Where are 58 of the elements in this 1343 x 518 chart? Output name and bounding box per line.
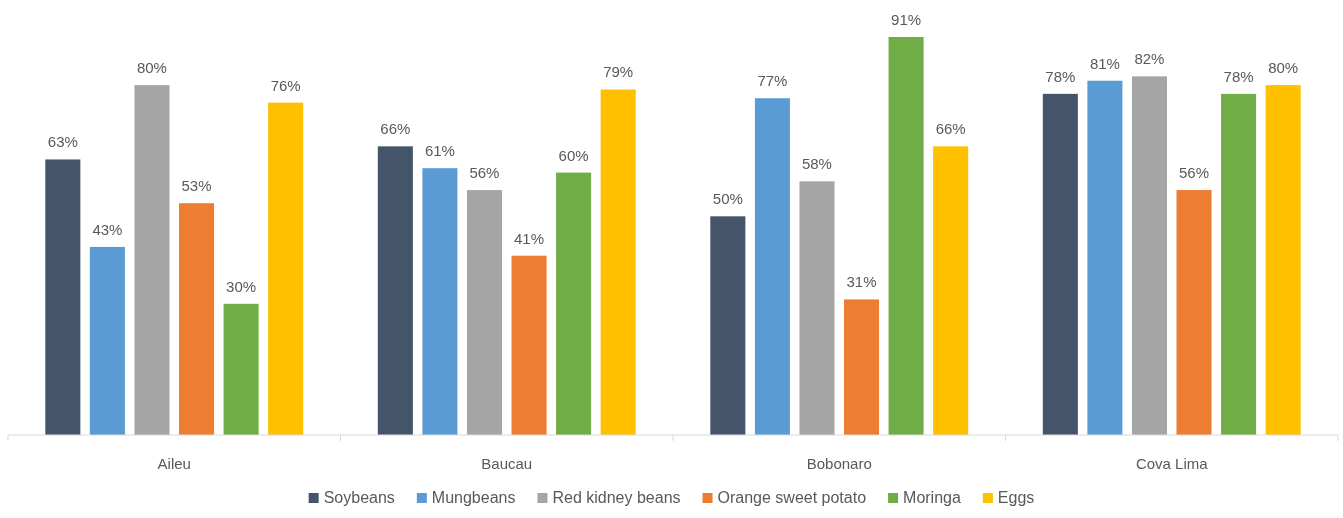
data-label: 43% bbox=[92, 220, 123, 238]
x-tick-label: Cova Lima bbox=[1135, 455, 1209, 472]
bar bbox=[1176, 190, 1212, 435]
bar bbox=[754, 98, 790, 435]
bar bbox=[1265, 85, 1301, 435]
bar bbox=[45, 159, 81, 435]
data-label: 60% bbox=[558, 146, 589, 164]
bar bbox=[422, 168, 458, 435]
bar bbox=[600, 89, 636, 435]
bar bbox=[223, 303, 259, 435]
data-label: 61% bbox=[424, 142, 455, 160]
data-label: 78% bbox=[1223, 67, 1254, 85]
x-tick-label: Baucau bbox=[481, 455, 533, 472]
data-label: 77% bbox=[757, 72, 788, 90]
data-label: 56% bbox=[1179, 164, 1210, 182]
data-label: 30% bbox=[226, 277, 257, 295]
bar bbox=[1221, 93, 1257, 435]
bar bbox=[1042, 93, 1078, 435]
data-label: 76% bbox=[270, 76, 301, 94]
legend-label: Moringa bbox=[903, 489, 961, 506]
bar bbox=[89, 246, 125, 435]
data-label: 66% bbox=[935, 120, 966, 138]
x-tick-label: Aileu bbox=[157, 455, 191, 472]
legend-label: Orange sweet potato bbox=[717, 489, 867, 506]
bar bbox=[933, 146, 969, 435]
bar bbox=[844, 299, 880, 435]
bar bbox=[710, 216, 746, 435]
legend-label: Soybeans bbox=[323, 489, 395, 506]
data-label: 82% bbox=[1134, 50, 1165, 68]
data-label: 78% bbox=[1045, 67, 1076, 85]
data-label: 41% bbox=[514, 229, 545, 247]
data-label: 80% bbox=[1268, 59, 1299, 77]
data-label: 66% bbox=[380, 120, 411, 138]
legend-label: Mungbeans bbox=[431, 489, 516, 506]
bar bbox=[179, 203, 215, 435]
legend-label: Eggs bbox=[997, 489, 1035, 506]
data-label: 50% bbox=[712, 190, 743, 208]
data-label: 79% bbox=[603, 63, 634, 81]
data-label: 80% bbox=[136, 59, 167, 77]
bar bbox=[556, 172, 592, 435]
x-tick-label: Bobonaro bbox=[806, 455, 872, 472]
bar bbox=[134, 85, 170, 435]
data-label: 91% bbox=[891, 11, 922, 28]
bar bbox=[1087, 80, 1123, 435]
data-label: 53% bbox=[181, 177, 212, 195]
data-label: 81% bbox=[1089, 54, 1120, 72]
data-label: 31% bbox=[846, 273, 877, 291]
bar bbox=[888, 37, 924, 435]
bar bbox=[377, 146, 413, 435]
bar bbox=[511, 255, 547, 435]
bar bbox=[1131, 76, 1167, 435]
data-label: 63% bbox=[47, 133, 78, 151]
data-label: 58% bbox=[801, 155, 832, 173]
bar bbox=[466, 190, 502, 435]
data-label: 56% bbox=[469, 164, 500, 182]
bar bbox=[268, 102, 304, 435]
bar bbox=[799, 181, 835, 435]
legend-label: Red kidney beans bbox=[552, 489, 681, 506]
